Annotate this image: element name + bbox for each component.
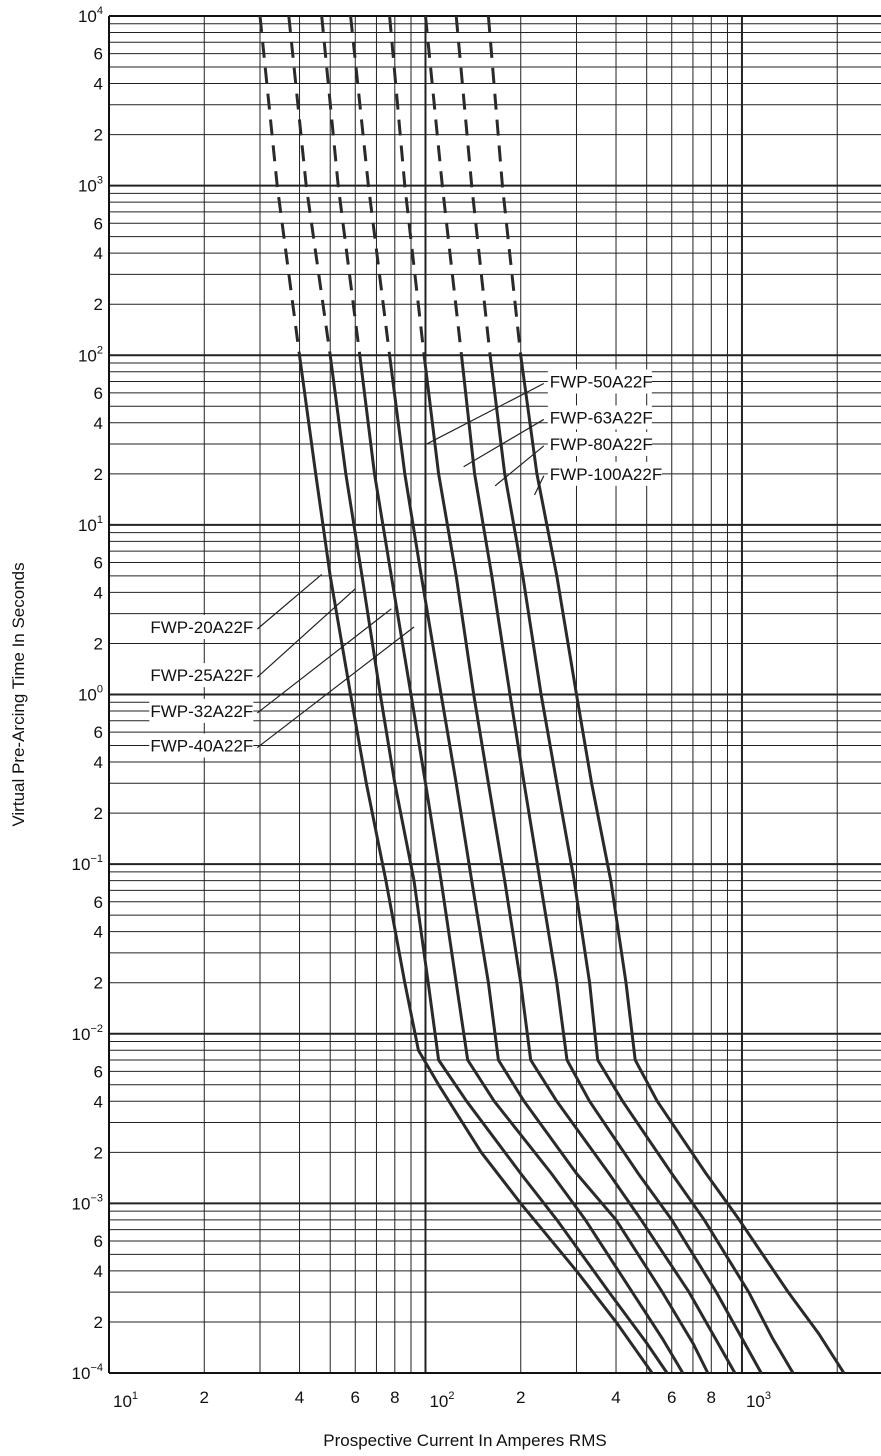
y-tick-label: 10−3 <box>72 1192 103 1213</box>
series-line-dashed-3 <box>320 15 362 356</box>
curve-label-1: FWP-50A22F <box>550 373 653 392</box>
series-line-6 <box>460 355 763 1374</box>
curve-label-2: FWP-63A22F <box>550 408 653 427</box>
curve-label-3: FWP-80A22F <box>550 435 653 454</box>
curve-label-7: FWP-32A22F <box>150 702 253 721</box>
y-axis-label: Virtual Pre-Arcing Time In Seconds <box>9 562 28 826</box>
y-tick-label: 6 <box>94 384 103 403</box>
x-tick-label: 103 <box>746 1390 771 1411</box>
y-tick-label: 6 <box>94 554 103 573</box>
label-background <box>149 614 254 639</box>
label-background <box>149 733 254 758</box>
leader-line <box>256 626 415 749</box>
x-tick-label: 4 <box>611 1388 620 1407</box>
x-tick-label: 102 <box>429 1390 454 1411</box>
y-tick-label: 2 <box>94 1313 103 1332</box>
y-tick-label: 4 <box>94 75 103 94</box>
series-line-dashed-1 <box>258 15 301 356</box>
x-tick-label: 8 <box>707 1388 716 1407</box>
series-line-4 <box>388 355 710 1374</box>
leader-line <box>494 445 545 487</box>
series-line-dashed-7 <box>454 15 492 356</box>
label-background <box>149 698 254 723</box>
series-line-8 <box>519 355 846 1374</box>
y-tick-label: 2 <box>94 804 103 823</box>
curve-label-5: FWP-20A22F <box>150 618 253 637</box>
curve-label-6: FWP-25A22F <box>150 666 253 685</box>
y-tick-label: 6 <box>94 214 103 233</box>
y-tick-label: 100 <box>78 684 103 705</box>
y-tick-label: 104 <box>78 5 103 26</box>
series-line-dashed-5 <box>388 15 426 356</box>
series-line-dashed-4 <box>349 15 392 356</box>
y-tick-label: 6 <box>94 1232 103 1251</box>
x-axis-label: Prospective Current In Amperes RMS <box>323 1431 606 1450</box>
label-background <box>547 369 652 394</box>
y-tick-label: 2 <box>94 465 103 484</box>
y-tick-label: 4 <box>94 583 103 602</box>
x-tick-label: 6 <box>667 1388 676 1407</box>
y-tick-label: 6 <box>94 1062 103 1081</box>
y-tick-label: 4 <box>94 244 103 263</box>
leader-line <box>533 475 545 496</box>
x-tick-label: 6 <box>351 1388 360 1407</box>
y-tick-label: 102 <box>78 344 103 365</box>
series-line-5 <box>422 355 737 1374</box>
y-tick-label: 2 <box>94 126 103 145</box>
series-line-dashed-6 <box>424 15 463 356</box>
y-tick-label: 103 <box>78 175 103 196</box>
series-line-dashed-8 <box>486 15 523 356</box>
series-line-7 <box>488 355 795 1374</box>
y-tick-label: 10−1 <box>72 853 103 874</box>
label-background <box>547 461 662 486</box>
y-tick-label: 2 <box>94 634 103 653</box>
series-line-dashed-2 <box>287 15 332 356</box>
curve-label-8: FWP-40A22F <box>150 737 253 756</box>
leader-line <box>463 418 545 468</box>
y-tick-label: 10−4 <box>72 1362 103 1383</box>
x-tick-label: 2 <box>516 1388 525 1407</box>
y-tick-label: 4 <box>94 1262 103 1281</box>
y-tick-label: 2 <box>94 1143 103 1162</box>
leader-line <box>426 382 545 445</box>
label-background <box>547 405 652 430</box>
curve-label-4: FWP-100A22F <box>550 465 662 484</box>
y-tick-label: 4 <box>94 753 103 772</box>
leader-line <box>256 588 356 678</box>
y-tick-label: 6 <box>94 45 103 64</box>
y-tick-label: 10−2 <box>72 1023 103 1044</box>
curve-annotations: FWP-50A22F FWP-63A22F FWP-80A22F FWP-100A22… <box>149 369 662 758</box>
leader-line <box>256 574 323 630</box>
curve-series-group <box>258 15 846 1374</box>
y-tick-label: 6 <box>94 893 103 912</box>
y-tick-label: 4 <box>94 923 103 942</box>
x-tick-label: 4 <box>295 1388 304 1407</box>
y-tick-label: 2 <box>94 295 103 314</box>
y-tick-label: 4 <box>94 414 103 433</box>
y-tick-label: 6 <box>94 723 103 742</box>
x-tick-label: 8 <box>390 1388 399 1407</box>
series-line-2 <box>328 355 669 1374</box>
series-line-3 <box>358 355 685 1374</box>
series-line-1 <box>298 355 654 1374</box>
label-background <box>149 663 254 688</box>
label-background <box>547 431 652 456</box>
axis-tick-labels: 104 6 4 2 103 6 4 2 102 6 4 2 101 6 4 2 100 6 4 2 10−1 6 4 2 10−… <box>72 5 771 1411</box>
x-tick-label: 101 <box>113 1390 138 1411</box>
y-tick-label: 2 <box>94 974 103 993</box>
x-tick-label: 2 <box>200 1388 209 1407</box>
leader-line <box>256 608 392 714</box>
y-tick-label: 101 <box>78 514 103 535</box>
y-tick-label: 4 <box>94 1092 103 1111</box>
